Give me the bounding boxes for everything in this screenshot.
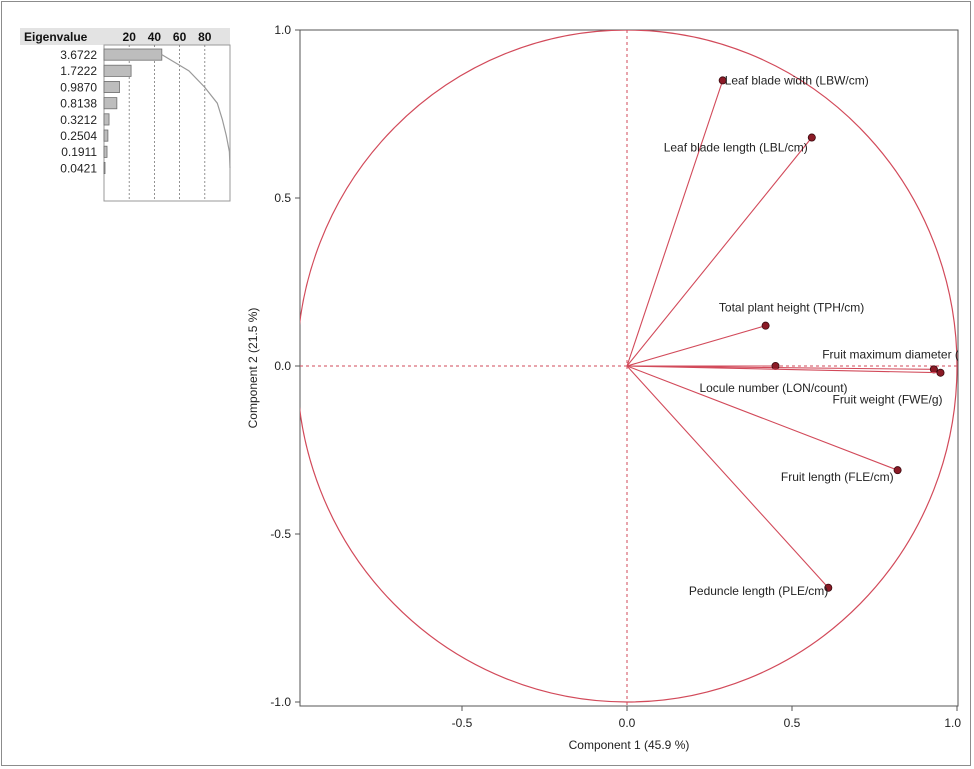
eigenvalue-scale-tick-60: 60 <box>173 30 187 44</box>
eigenvalue-scale-tick-80: 80 <box>198 30 212 44</box>
unit-circle <box>300 30 958 703</box>
eigenvalue-value-8: 0.0421 <box>60 161 97 175</box>
eigenvalue-gridlines <box>128 45 206 201</box>
y-tick-label-5: -1.0 <box>270 695 291 709</box>
eigenvalue-value-1: 3.6722 <box>60 48 97 62</box>
eigenvalue-bar-7 <box>103 145 108 158</box>
eigenvalue-scale-tick-20: 20 <box>123 30 137 44</box>
eigenvalue-bars <box>103 48 163 174</box>
loading-vector-6 <box>626 365 941 374</box>
variable-label-2: Leaf blade length (LBL/cm) <box>664 141 808 155</box>
eigenvalue-scale-tick-40: 40 <box>148 30 162 44</box>
eigenvalue-value-5: 0.3212 <box>60 113 97 127</box>
loading-point-5 <box>771 361 780 370</box>
loading-point-6 <box>936 368 945 377</box>
y-tick-label-1: 1.0 <box>274 23 291 37</box>
loading-point-2 <box>807 133 816 142</box>
eigenvalue-bar-4 <box>103 97 118 110</box>
reference-lines <box>300 30 958 706</box>
variable-label-5: Locule number (LON/count) <box>699 381 847 395</box>
y-tick-label-2: 0.5 <box>274 191 291 205</box>
eigenvalue-value-7: 0.1911 <box>61 145 97 159</box>
variable-label-4: Fruit maximum diameter ( <box>822 347 959 361</box>
eigenvalue-bar-5 <box>103 113 110 126</box>
variable-label-6: Fruit weight (FWE/g) <box>832 393 942 407</box>
loading-point-7 <box>893 466 902 475</box>
unit-circle-group <box>300 30 958 703</box>
variable-label-1: Leaf blade width (LBW/cm) <box>725 73 869 87</box>
eigenvalue-value-2: 1.7222 <box>60 64 97 78</box>
y-tick-label-3: 0.0 <box>274 359 291 373</box>
loading-vectors <box>626 76 945 592</box>
loading-point-8 <box>824 583 833 592</box>
loading-plot: Leaf blade width (LBW/cm) Leaf blade leng… <box>246 23 961 752</box>
loading-vector-8 <box>626 365 829 589</box>
y-axis-ticks: 1.0 0.5 0.0 -0.5 -1.0 <box>270 23 300 709</box>
variable-label-8: Peduncle length (PLE/cm) <box>689 584 828 598</box>
variable-labels: Leaf blade width (LBW/cm) Leaf blade leng… <box>664 73 959 598</box>
loading-vector-2 <box>626 137 813 367</box>
x-axis-title: Component 1 (45.9 %) <box>569 738 690 752</box>
y-axis-title: Component 2 (21.5 %) <box>246 308 260 429</box>
variable-label-7: Fruit length (FLE/cm) <box>781 470 894 484</box>
variable-label-3: Total plant height (TPH/cm) <box>719 301 864 315</box>
eigenvalue-scale-ticks: 20 40 60 80 <box>123 30 212 44</box>
eigenvalue-value-6: 0.2504 <box>60 129 97 143</box>
loading-vector-7 <box>626 365 898 471</box>
eigenvalue-panel: Eigenvalue 20 40 60 80 3.6722 1.7222 0.9870 0.… <box>20 28 231 202</box>
eigenvalue-value-3: 0.9870 <box>60 80 97 94</box>
loading-vector-3 <box>626 325 766 367</box>
loading-point-4 <box>929 365 938 374</box>
x-axis-ticks: -0.5 0.0 0.5 1.0 <box>452 706 961 730</box>
y-tick-label-4: -0.5 <box>270 527 291 541</box>
x-tick-label-3: 0.5 <box>784 716 801 730</box>
eigenvalue-column-header: Eigenvalue <box>24 30 88 44</box>
cumulative-percent-curve <box>161 54 231 169</box>
x-tick-label-1: -0.5 <box>452 716 473 730</box>
loading-point-3 <box>761 321 770 330</box>
x-tick-label-4: 1.0 <box>944 716 961 730</box>
eigenvalue-bar-8 <box>103 161 106 174</box>
eigenvalue-bar-3 <box>103 81 120 94</box>
eigenvalue-bar-2 <box>103 64 132 77</box>
loading-point-1 <box>718 76 727 85</box>
x-tick-label-2: 0.0 <box>619 716 636 730</box>
eigenvalue-bar-6 <box>103 129 109 142</box>
eigenvalue-value-4: 0.8138 <box>60 97 97 111</box>
eigenvalue-bar-1 <box>103 48 163 61</box>
eigenvalue-header-band <box>20 28 230 45</box>
loading-vector-1 <box>626 80 724 367</box>
eigenvalue-values: 3.6722 1.7222 0.9870 0.8138 0.3212 0.2504 0.19… <box>60 48 97 175</box>
